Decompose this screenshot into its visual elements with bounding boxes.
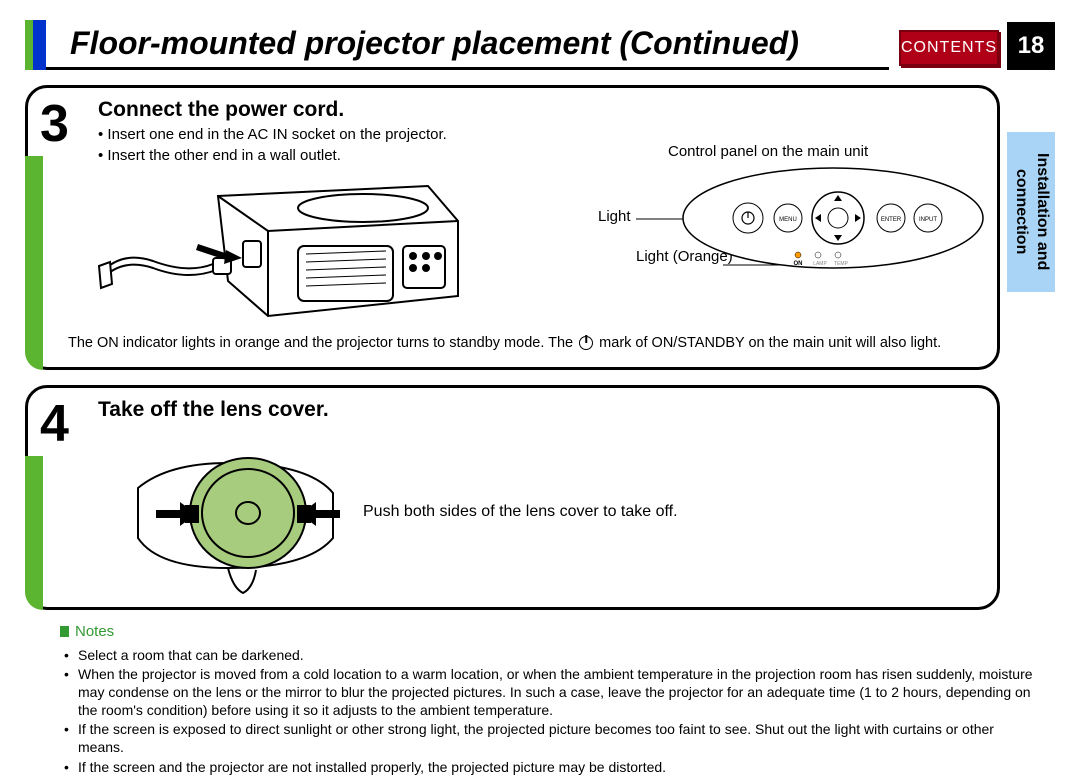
menu-btn-text: MENU — [779, 217, 797, 223]
contents-button[interactable]: CONTENTS — [899, 30, 999, 66]
step-4-heading: Take off the lens cover. — [98, 398, 329, 422]
step-3-accent — [25, 156, 43, 370]
input-btn-text: INPUT — [919, 217, 937, 223]
notes-title: Notes — [60, 622, 1040, 642]
step-3-number: 3 — [40, 94, 69, 154]
control-panel-label: Control panel on the main unit — [668, 143, 868, 160]
header-blue-stripe — [33, 20, 46, 70]
page-number: 18 — [1007, 22, 1055, 70]
title-wrap: Floor-mounted projector placement (Conti… — [45, 20, 889, 70]
step-4-instruction: Push both sides of the lens cover to tak… — [363, 503, 678, 521]
control-panel-diagram: MENU ENTER INPUT ON LAMP TEMP — [633, 163, 993, 283]
header-bar: Floor-mounted projector placement (Conti… — [25, 20, 1055, 70]
step-3-bullet-2: Insert the other end in a wall outlet. — [98, 145, 447, 166]
step-4-accent — [25, 456, 43, 610]
step-4-box: 4 Take off the lens cover. Push both sid… — [25, 385, 1000, 610]
step-3-bullets: Insert one end in the AC IN socket on th… — [98, 124, 447, 166]
lens-cover-diagram — [108, 438, 348, 598]
step-3-box: 3 Connect the power cord. Insert one end… — [25, 85, 1000, 370]
notes-list: Select a room that can be darkened. When… — [60, 646, 1040, 776]
projector-diagram — [98, 166, 488, 336]
power-icon — [579, 336, 593, 350]
step-4-number: 4 — [40, 394, 69, 454]
svg-text:ON: ON — [794, 261, 803, 267]
notes-icon — [60, 626, 69, 637]
note-item: Select a room that can be darkened. — [60, 646, 1040, 664]
notes-title-text: Notes — [75, 622, 114, 642]
step-3-note-after: mark of ON/STANDBY on the main unit will… — [599, 335, 941, 351]
note-item: If the screen and the projector are not … — [60, 758, 1040, 776]
note-item: When the projector is moved from a cold … — [60, 665, 1040, 720]
section-tab: Installation andconnection — [1007, 132, 1055, 292]
step-3-note-before: The ON indicator lights in orange and th… — [68, 335, 577, 351]
enter-btn-text: ENTER — [881, 217, 902, 223]
note-item: If the screen is exposed to direct sunli… — [60, 720, 1040, 756]
svg-text:TEMP: TEMP — [834, 261, 849, 267]
light-label: Light — [598, 208, 631, 225]
step-3-footnote: The ON indicator lights in orange and th… — [68, 333, 977, 353]
step-3-bullet-1: Insert one end in the AC IN socket on th… — [98, 124, 447, 145]
notes-section: Notes Select a room that can be darkened… — [60, 622, 1040, 777]
svg-text:LAMP: LAMP — [813, 261, 827, 267]
page-title: Floor-mounted projector placement (Conti… — [70, 25, 799, 62]
step-3-heading: Connect the power cord. — [98, 98, 344, 122]
section-tab-label: Installation andconnection — [1010, 153, 1052, 270]
